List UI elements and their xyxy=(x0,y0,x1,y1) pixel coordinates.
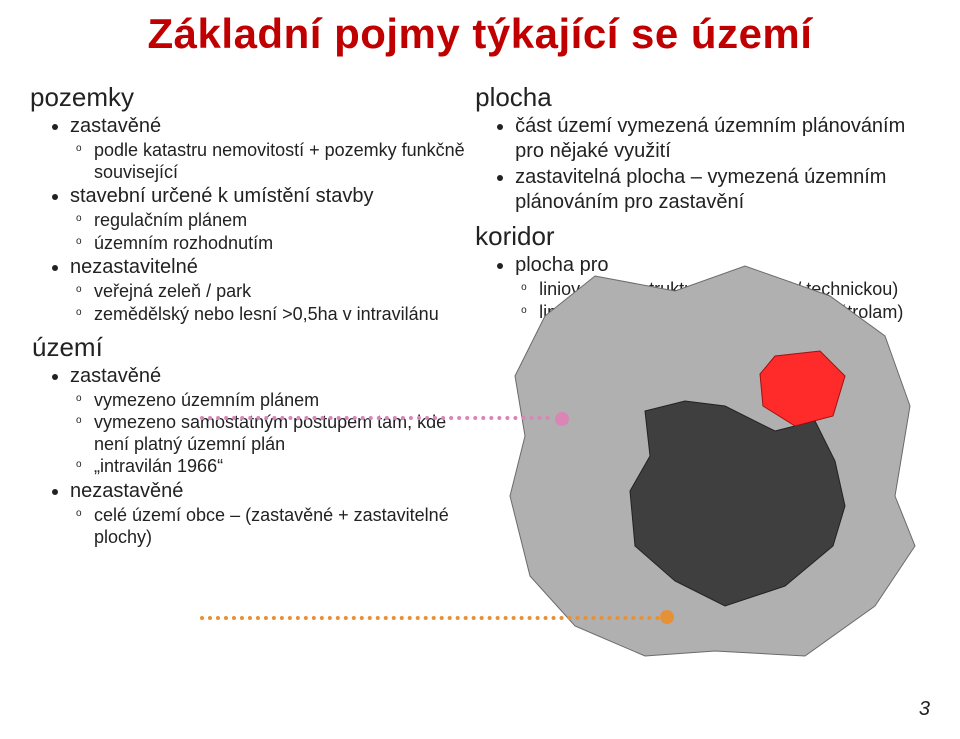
stavebni-sub-0: regulačním plánem xyxy=(94,210,465,232)
map-diagram xyxy=(475,256,935,676)
nezastavitelne-sub-1: zemědělský nebo lesní >0,5ha v intravilá… xyxy=(94,304,465,326)
leader-line-nezastavene xyxy=(200,616,660,620)
koridor-heading: koridor xyxy=(475,221,930,252)
left-column: pozemky zastavěné podle katastru nemovit… xyxy=(30,76,465,554)
uzemi-nezastavene-sub-0: celé území obce – (zastavěné + zastavite… xyxy=(94,505,465,548)
right-column: plocha část území vymezená územním pláno… xyxy=(475,76,930,554)
slide-title: Základní pojmy týkající se území xyxy=(30,10,930,58)
leader-line-nezastavitelne xyxy=(200,416,550,420)
label: zastavěné xyxy=(70,365,161,387)
pozemky-stavebni: stavební určené k umístění stavby regula… xyxy=(70,184,465,254)
uzemi-heading: území xyxy=(32,332,465,363)
pozemky-nezastavitelne: nezastavitelné veřejná zeleň / park země… xyxy=(70,255,465,325)
pozemky-zastavene-sub: podle katastru nemovitostí + pozemky fun… xyxy=(94,140,465,183)
uzemi-zastavene-sub-0: vymezeno územním plánem xyxy=(94,390,465,412)
leader-dot-icon xyxy=(555,412,569,426)
stavebni-sub-1: územním rozhodnutím xyxy=(94,233,465,255)
uzemi-zastavene: zastavěné vymezeno územním plánem vymeze… xyxy=(70,364,465,478)
nezastavitelne-sub-0: veřejná zeleň / park xyxy=(94,281,465,303)
uzemi-zastavene-sub-2: „intravilán 1966“ xyxy=(94,456,465,478)
label: stavební určené k umístění stavby xyxy=(70,185,374,207)
label: zastavěné xyxy=(70,115,161,137)
uzemi-nezastavene: nezastavěné celé území obce – (zastavěné… xyxy=(70,479,465,548)
pozemky-zastavene: zastavěné podle katastru nemovitostí + p… xyxy=(70,114,465,183)
pozemky-heading: pozemky xyxy=(30,82,465,113)
plocha-item-1: zastavitelná plocha – vymezená územním p… xyxy=(515,165,930,215)
label: nezastavitelné xyxy=(70,256,198,278)
label: nezastavěné xyxy=(70,480,183,502)
plocha-heading: plocha xyxy=(475,82,930,113)
page-number: 3 xyxy=(919,698,930,721)
leader-dot-icon xyxy=(660,610,674,624)
plocha-item-0: část území vymezená územním plánováním p… xyxy=(515,114,930,164)
